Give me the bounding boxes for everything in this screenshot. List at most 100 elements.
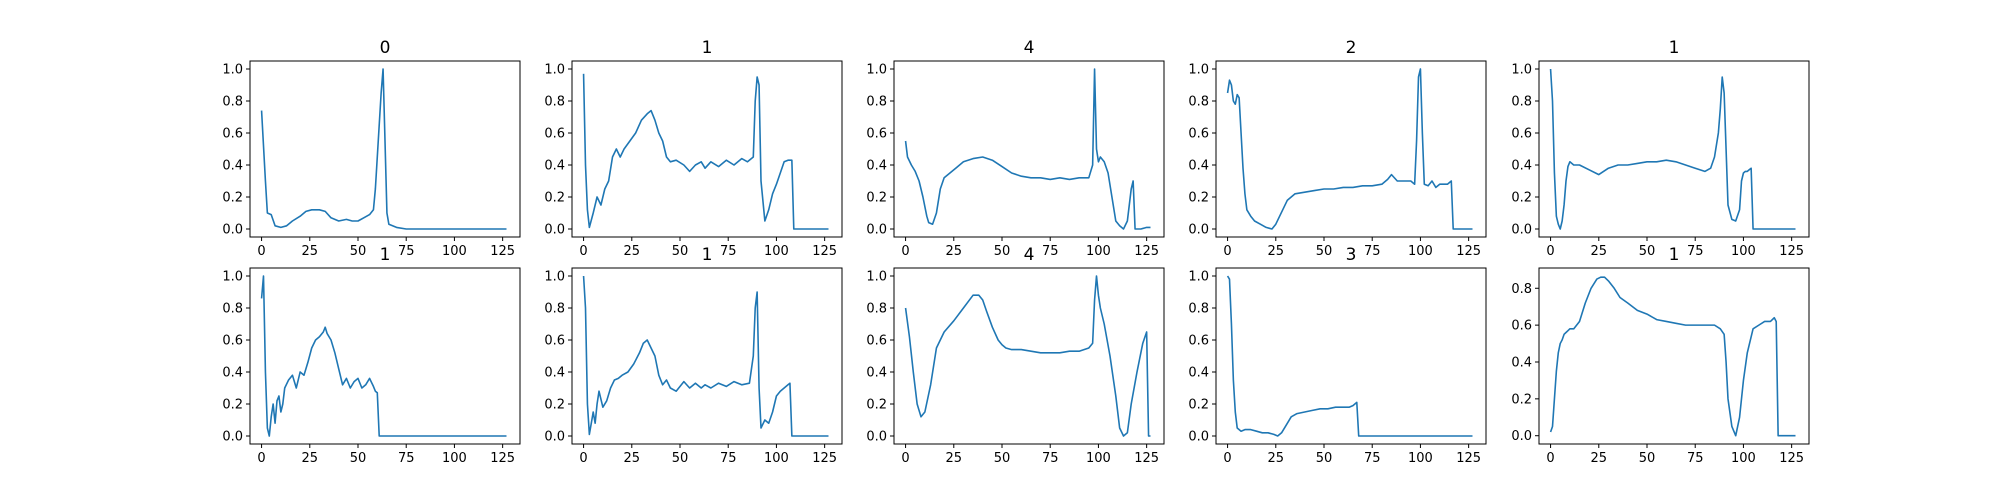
y-tick-label: 0.6 bbox=[222, 334, 243, 349]
x-tick-label: 50 bbox=[1316, 244, 1333, 259]
chart-title: 1 bbox=[380, 245, 391, 265]
series-line bbox=[582, 275, 829, 437]
y-tick-label: 0.4 bbox=[544, 159, 565, 174]
x-tick-label: 75 bbox=[720, 451, 737, 466]
x-tick-label: 0 bbox=[257, 244, 265, 259]
chart-panel-7: 0 25 50 75 100 125 0.0 0.2 0.4 0.6 0.8 1.0 4 bbox=[866, 245, 1165, 466]
x-tick-label: 0 bbox=[1223, 451, 1231, 466]
series-line bbox=[904, 68, 1151, 230]
x-tick-label: 125 bbox=[1134, 451, 1159, 466]
chart-title: 1 bbox=[1669, 38, 1680, 58]
x-tick-label: 25 bbox=[302, 244, 319, 259]
y-tick-label: 0.2 bbox=[866, 191, 887, 206]
x-tick-label: 50 bbox=[350, 451, 367, 466]
axes-frame bbox=[893, 267, 1165, 445]
chart-panel-3: 0 25 50 75 100 125 0.0 0.2 0.4 0.6 0.8 1.0 2 bbox=[1188, 38, 1487, 259]
y-tick-label: 0.8 bbox=[866, 302, 887, 317]
axes-frame bbox=[571, 267, 843, 445]
x-tick-label: 100 bbox=[1086, 244, 1111, 259]
y-tick-label: 1.0 bbox=[222, 63, 243, 78]
series-line bbox=[1549, 276, 1796, 437]
y-tick-label: 0.2 bbox=[1511, 392, 1532, 407]
x-tick-label: 100 bbox=[764, 451, 789, 466]
chart-title: 0 bbox=[380, 38, 391, 58]
chart-panel-4: 0 25 50 75 100 125 0.0 0.2 0.4 0.6 0.8 1.0 1 bbox=[1511, 38, 1810, 259]
y-tick-label: 1.0 bbox=[866, 270, 887, 285]
x-tick-label: 100 bbox=[764, 244, 789, 259]
x-tick-label: 75 bbox=[398, 451, 415, 466]
x-tick-label: 0 bbox=[1546, 451, 1554, 466]
series-line bbox=[1226, 68, 1473, 230]
y-tick-label: 0.2 bbox=[544, 398, 565, 413]
y-tick-label: 0.0 bbox=[222, 223, 243, 238]
x-tick-label: 0 bbox=[901, 244, 909, 259]
x-tick-label: 125 bbox=[490, 451, 515, 466]
chart-panel-5: 0 25 50 75 100 125 0.0 0.2 0.4 0.6 0.8 1.0 1 bbox=[222, 245, 521, 466]
x-tick-label: 25 bbox=[302, 451, 319, 466]
chart-title: 4 bbox=[1024, 245, 1035, 265]
x-tick-label: 125 bbox=[490, 244, 515, 259]
x-tick-label: 100 bbox=[442, 451, 467, 466]
y-tick-label: 0.0 bbox=[1511, 223, 1532, 238]
y-tick-label: 0.6 bbox=[866, 127, 887, 142]
chart-panel-8: 0 25 50 75 100 125 0.0 0.2 0.4 0.6 0.8 1.0 3 bbox=[1188, 245, 1487, 466]
y-tick-label: 0.4 bbox=[1511, 355, 1532, 370]
series-line bbox=[1549, 68, 1796, 230]
x-tick-label: 75 bbox=[1042, 244, 1059, 259]
y-tick-label: 0.8 bbox=[1188, 95, 1209, 110]
x-tick-label: 100 bbox=[1408, 451, 1433, 466]
x-tick-label: 125 bbox=[812, 244, 837, 259]
x-tick-label: 0 bbox=[1546, 244, 1554, 259]
y-tick-label: 0.8 bbox=[544, 302, 565, 317]
y-tick-label: 0.6 bbox=[1188, 334, 1209, 349]
x-tick-label: 25 bbox=[1268, 451, 1285, 466]
x-tick-label: 100 bbox=[1408, 244, 1433, 259]
y-tick-label: 0.2 bbox=[1188, 398, 1209, 413]
x-tick-label: 0 bbox=[1223, 244, 1231, 259]
x-tick-label: 25 bbox=[946, 244, 963, 259]
y-tick-label: 0.6 bbox=[222, 127, 243, 142]
y-tick-label: 0.6 bbox=[1511, 127, 1532, 142]
y-tick-label: 0.8 bbox=[1188, 302, 1209, 317]
x-tick-label: 100 bbox=[1731, 244, 1756, 259]
y-tick-label: 0.2 bbox=[1511, 191, 1532, 206]
chart-title: 3 bbox=[1346, 245, 1357, 265]
y-tick-label: 1.0 bbox=[544, 270, 565, 285]
y-tick-label: 0.4 bbox=[866, 159, 887, 174]
x-tick-label: 25 bbox=[624, 451, 641, 466]
x-tick-label: 125 bbox=[1456, 244, 1481, 259]
axes-frame bbox=[1215, 267, 1487, 445]
y-tick-label: 0.2 bbox=[1188, 191, 1209, 206]
x-tick-label: 50 bbox=[1639, 451, 1656, 466]
y-tick-label: 0.4 bbox=[1188, 366, 1209, 381]
chart-panel-2: 0 25 50 75 100 125 0.0 0.2 0.4 0.6 0.8 1.0 4 bbox=[866, 38, 1165, 259]
y-tick-label: 0.6 bbox=[866, 334, 887, 349]
y-tick-label: 0.0 bbox=[1511, 429, 1532, 444]
axes-frame bbox=[893, 60, 1165, 238]
x-tick-label: 75 bbox=[1687, 244, 1704, 259]
y-tick-label: 0.0 bbox=[1188, 430, 1209, 445]
y-tick-label: 0.8 bbox=[544, 95, 565, 110]
y-tick-label: 0.2 bbox=[544, 191, 565, 206]
x-tick-label: 50 bbox=[1639, 244, 1656, 259]
y-tick-label: 0.0 bbox=[222, 430, 243, 445]
y-tick-label: 0.6 bbox=[1511, 319, 1532, 334]
chart-title: 1 bbox=[702, 38, 713, 58]
axes-frame bbox=[1538, 60, 1810, 238]
x-tick-label: 50 bbox=[672, 451, 689, 466]
x-tick-label: 100 bbox=[1731, 451, 1756, 466]
y-tick-label: 0.0 bbox=[1188, 223, 1209, 238]
x-tick-label: 75 bbox=[720, 244, 737, 259]
y-tick-label: 0.4 bbox=[222, 159, 243, 174]
axes-frame bbox=[249, 60, 521, 238]
x-tick-label: 50 bbox=[994, 244, 1011, 259]
x-tick-label: 125 bbox=[1456, 451, 1481, 466]
x-tick-label: 0 bbox=[579, 244, 587, 259]
x-tick-label: 0 bbox=[901, 451, 909, 466]
series-line bbox=[904, 275, 1151, 437]
y-tick-label: 0.0 bbox=[544, 430, 565, 445]
x-tick-label: 25 bbox=[1268, 244, 1285, 259]
chart-panel-6: 0 25 50 75 100 125 0.0 0.2 0.4 0.6 0.8 1.0 1 bbox=[544, 245, 843, 466]
x-tick-label: 100 bbox=[442, 244, 467, 259]
